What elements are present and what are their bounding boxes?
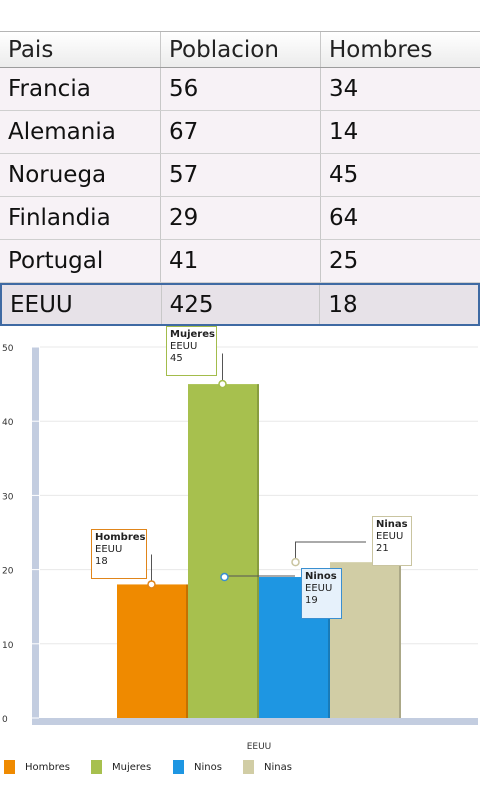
- tooltip-category: EEUU: [95, 544, 123, 555]
- legend-label: Hombres: [25, 761, 70, 773]
- data-grid: Pais Poblacion Hombres Francia 56 34 Ale…: [0, 31, 480, 326]
- y-tick-label: 20: [2, 567, 14, 577]
- bar-shade: [257, 384, 259, 718]
- tooltip-value: 19: [305, 595, 318, 606]
- y-tick-label: 50: [2, 344, 14, 354]
- tooltip-series: Ninas: [376, 519, 408, 530]
- legend-item-ninos[interactable]: Ninos: [173, 760, 222, 774]
- table-row[interactable]: Noruega 57 45: [0, 154, 480, 197]
- tooltip-anchor-dot: [218, 379, 227, 389]
- chart-plot: 0 10 20 30 40 50 EEUU: [2, 344, 478, 752]
- tooltip-series: Ninos: [305, 571, 337, 582]
- cell-poblacion: 57: [161, 154, 321, 196]
- tooltip-hombres: Hombres EEUU 18: [91, 529, 147, 579]
- legend-label: Ninos: [194, 761, 222, 773]
- grid-header-row: Pais Poblacion Hombres: [0, 31, 480, 68]
- cell-pais: Noruega: [0, 154, 161, 196]
- legend-swatch: [91, 760, 102, 774]
- legend-label: Mujeres: [112, 761, 152, 773]
- tooltip-value: 18: [95, 556, 108, 567]
- cell-poblacion: 29: [161, 197, 321, 239]
- table-row[interactable]: Portugal 41 25: [0, 240, 480, 283]
- cell-pais: Francia: [0, 68, 161, 110]
- tooltip-series: Mujeres: [170, 329, 215, 340]
- y-tick-label: 0: [2, 715, 8, 725]
- legend-swatch: [4, 760, 15, 774]
- bar-mujeres: [188, 384, 259, 718]
- cell-hombres: 45: [329, 162, 359, 188]
- y-tick-label: 10: [2, 641, 14, 651]
- legend-item-ninas[interactable]: Ninas: [243, 760, 292, 774]
- cell-hombres: 25: [329, 248, 359, 274]
- tooltip-category: EEUU: [376, 531, 404, 542]
- bar-shade: [186, 584, 188, 718]
- tooltip-leader: [295, 541, 366, 563]
- table-row[interactable]: Finlandia 29 64: [0, 197, 480, 240]
- cell-hombres: 18: [328, 291, 358, 318]
- bar-hombres: [117, 584, 188, 718]
- tooltip-leader: [151, 554, 152, 585]
- cell-pais: EEUU: [2, 285, 162, 324]
- chart-legend: Hombres Mujeres Ninos Ninas: [0, 760, 480, 780]
- legend-swatch: [173, 760, 184, 774]
- table-row-selected[interactable]: EEUU 425 18: [0, 283, 480, 326]
- tooltip-series: Hombres: [95, 532, 146, 543]
- tooltip-category: EEUU: [305, 583, 333, 594]
- cell-pais: Portugal: [0, 240, 161, 282]
- cell-pais: Alemania: [0, 111, 161, 153]
- tooltip-anchor-dot: [220, 572, 229, 582]
- legend-item-hombres[interactable]: Hombres: [4, 760, 70, 774]
- tooltip-value: 45: [170, 353, 183, 364]
- y-axis: [32, 347, 39, 724]
- cell-pais: Finlandia: [0, 197, 161, 239]
- cell-poblacion: 67: [161, 111, 321, 153]
- table-row[interactable]: Alemania 67 14: [0, 111, 480, 154]
- y-tick-label: 40: [2, 418, 14, 428]
- header-poblacion[interactable]: Poblacion: [161, 32, 321, 67]
- tooltip-mujeres: Mujeres EEUU 45: [166, 326, 217, 376]
- cell-hombres: 64: [329, 205, 359, 231]
- header-hombres[interactable]: Hombres: [329, 36, 433, 63]
- tooltip-value: 21: [376, 543, 389, 554]
- cell-hombres: 14: [329, 119, 359, 145]
- x-axis: [32, 718, 478, 725]
- tooltip-ninas: Ninas EEUU 21: [372, 516, 412, 566]
- cell-poblacion: 425: [162, 285, 321, 324]
- legend-item-mujeres[interactable]: Mujeres: [91, 760, 151, 774]
- tooltip-category: EEUU: [170, 341, 198, 352]
- cell-poblacion: 56: [161, 68, 321, 110]
- bar-shade: [328, 577, 330, 718]
- tooltip-ninos: Ninos EEUU 19: [301, 568, 342, 619]
- cell-poblacion: 41: [161, 240, 321, 282]
- x-category-label: EEUU: [247, 742, 272, 752]
- tooltip-anchor-dot: [147, 580, 156, 589]
- legend-swatch: [243, 760, 254, 774]
- tooltip-leader: [222, 353, 223, 385]
- bar-chart: 0 10 20 30 40 50 EEUU Hombres EEUU 18 Mujeres EEUU…: [0, 326, 480, 800]
- cell-hombres: 34: [329, 76, 359, 102]
- tooltip-anchor-dot: [291, 557, 300, 567]
- legend-label: Ninas: [264, 761, 292, 773]
- bar-shade: [399, 562, 401, 718]
- y-tick-label: 30: [2, 492, 14, 502]
- table-row[interactable]: Francia 56 34: [0, 68, 480, 111]
- header-pais[interactable]: Pais: [0, 32, 161, 67]
